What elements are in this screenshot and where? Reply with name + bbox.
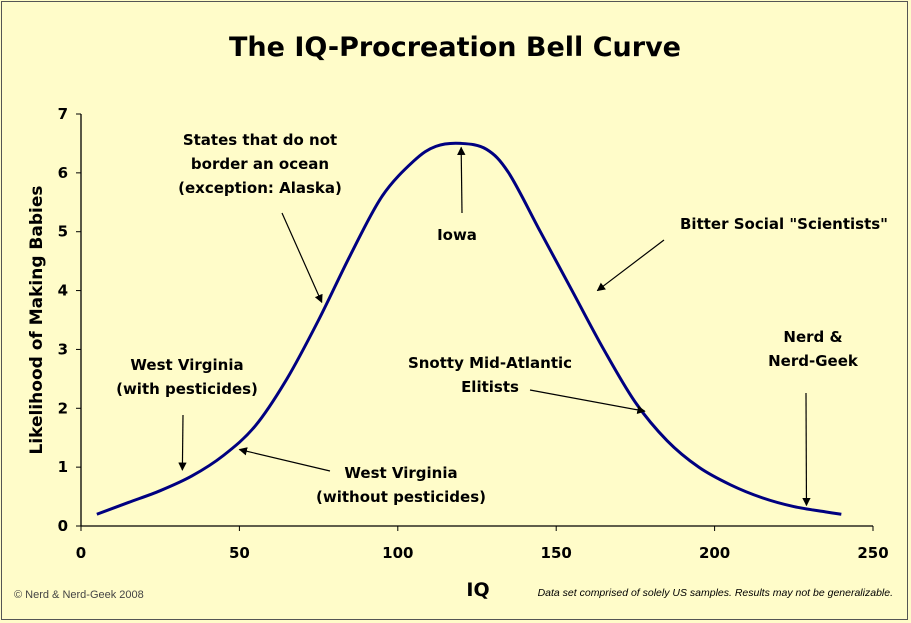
y-axis-label: Likelihood of Making Babies: [27, 185, 47, 454]
annotation-text: States that do not: [183, 131, 337, 149]
copyright-note: © Nerd & Nerd-Geek 2008: [14, 589, 144, 601]
y-tick-label: 1: [58, 458, 68, 476]
annotation-text: (with pesticides): [116, 380, 258, 398]
annotation-text: border an ocean: [191, 155, 329, 173]
y-tick-label: 2: [58, 399, 68, 417]
annotation-text: Bitter Social "Scientists": [680, 215, 888, 233]
y-tick-label: 7: [58, 105, 68, 123]
annotation-text: Nerd &: [783, 328, 842, 346]
annotation: West Virginia (without pesticides): [238, 447, 486, 506]
y-tick-label: 3: [58, 340, 68, 358]
annotation: Nerd & Nerd-Geek: [768, 328, 859, 507]
annotation-text: (exception: Alaska): [178, 179, 342, 197]
y-tick-label: 4: [58, 282, 68, 300]
disclaimer-note: Data set comprised of solely US samples.…: [537, 587, 893, 599]
annotation-text: Elitists: [461, 378, 519, 396]
annotation: States that do not border an ocean (except…: [178, 131, 342, 304]
x-tick-label: 250: [857, 544, 888, 562]
x-tick-label: 200: [699, 544, 730, 562]
x-axis-label: IQ: [466, 579, 489, 601]
annotation: Bitter Social "Scientists": [596, 215, 888, 292]
annotation-text: Snotty Mid-Atlantic: [408, 354, 572, 372]
annotation: Iowa: [437, 146, 477, 244]
annotation-arrow: [238, 447, 331, 472]
annotation: Snotty Mid-Atlantic Elitists: [408, 354, 646, 414]
annotations: States that do not border an ocean (except…: [116, 131, 888, 507]
annotation-text: West Virginia: [130, 356, 243, 374]
annotation-text: Nerd-Geek: [768, 352, 859, 370]
annotation-text: (without pesticides): [316, 488, 486, 506]
annotation-arrow: [529, 389, 646, 414]
annotation: West Virginia (with pesticides): [116, 356, 258, 471]
y-tick-label: 6: [58, 164, 68, 182]
annotation-arrow: [178, 414, 187, 471]
annotation-text: West Virginia: [344, 464, 457, 482]
x-tick-label: 50: [229, 544, 250, 562]
axes: [76, 113, 874, 531]
x-tick-label: 100: [382, 544, 413, 562]
annotation-arrow: [281, 212, 323, 304]
annotation-arrow: [596, 239, 665, 292]
bell-curve-line: [96, 141, 842, 516]
annotation-arrow: [457, 146, 466, 214]
annotation-text: Iowa: [437, 226, 477, 244]
y-tick-label: 5: [58, 223, 68, 241]
x-tick-label: 0: [76, 544, 86, 562]
x-tick-label: 150: [541, 544, 572, 562]
tick-labels: 0 50 100 150 200 250 0 1 2 3 4 5 6 7: [58, 105, 889, 562]
series-layer: [96, 141, 842, 516]
chart-title: The IQ-Procreation Bell Curve: [229, 32, 681, 63]
y-tick-label: 0: [58, 517, 68, 535]
